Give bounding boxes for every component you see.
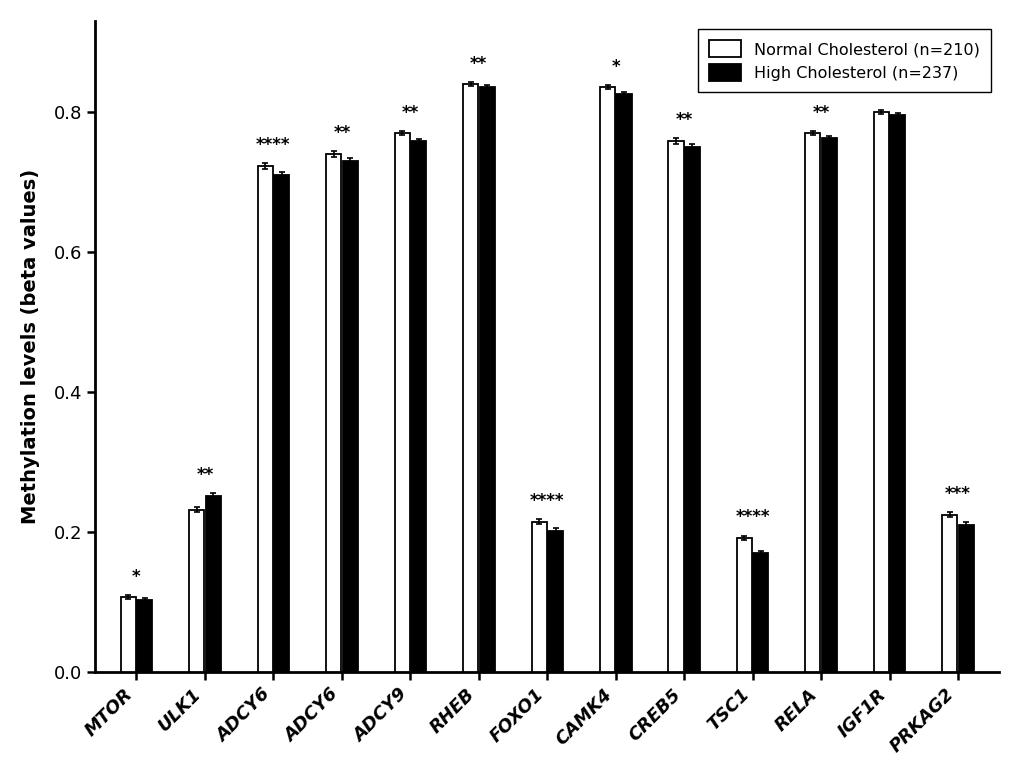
Text: ****: **** [735, 508, 769, 527]
Bar [805, 133, 819, 672]
Bar [137, 600, 152, 672]
Legend: Normal Cholesterol (n=210), High Cholesterol (n=237): Normal Cholesterol (n=210), High Cholest… [698, 29, 990, 92]
Bar [411, 141, 426, 672]
Text: ****: **** [256, 136, 290, 154]
Text: **: ** [401, 103, 419, 122]
Bar [479, 87, 494, 672]
Y-axis label: Methylation levels (beta values): Methylation levels (beta values) [20, 169, 40, 524]
Bar [736, 538, 751, 672]
Bar [394, 133, 410, 672]
Bar [274, 175, 289, 672]
Text: ****: **** [530, 492, 564, 510]
Bar [942, 514, 957, 672]
Text: *: * [132, 568, 141, 586]
Bar [463, 84, 478, 672]
Bar [206, 496, 220, 672]
Bar [326, 154, 341, 672]
Text: **: ** [333, 124, 351, 142]
Bar [667, 141, 683, 672]
Bar [890, 115, 905, 672]
Bar [258, 166, 272, 672]
Bar [958, 525, 973, 672]
Bar [547, 531, 562, 672]
Text: ***: *** [945, 485, 970, 503]
Bar [190, 510, 204, 672]
Text: **: ** [812, 103, 829, 122]
Bar [599, 87, 614, 672]
Bar [753, 553, 767, 672]
Bar [684, 147, 699, 672]
Bar [873, 112, 889, 672]
Text: **: ** [196, 465, 213, 484]
Text: *: * [610, 58, 620, 76]
Text: **: ** [470, 54, 487, 73]
Bar [531, 521, 546, 672]
Text: *: * [884, 82, 893, 101]
Bar [615, 94, 631, 672]
Bar [342, 161, 358, 672]
Bar [120, 598, 136, 672]
Text: **: ** [675, 111, 692, 130]
Bar [821, 138, 836, 672]
